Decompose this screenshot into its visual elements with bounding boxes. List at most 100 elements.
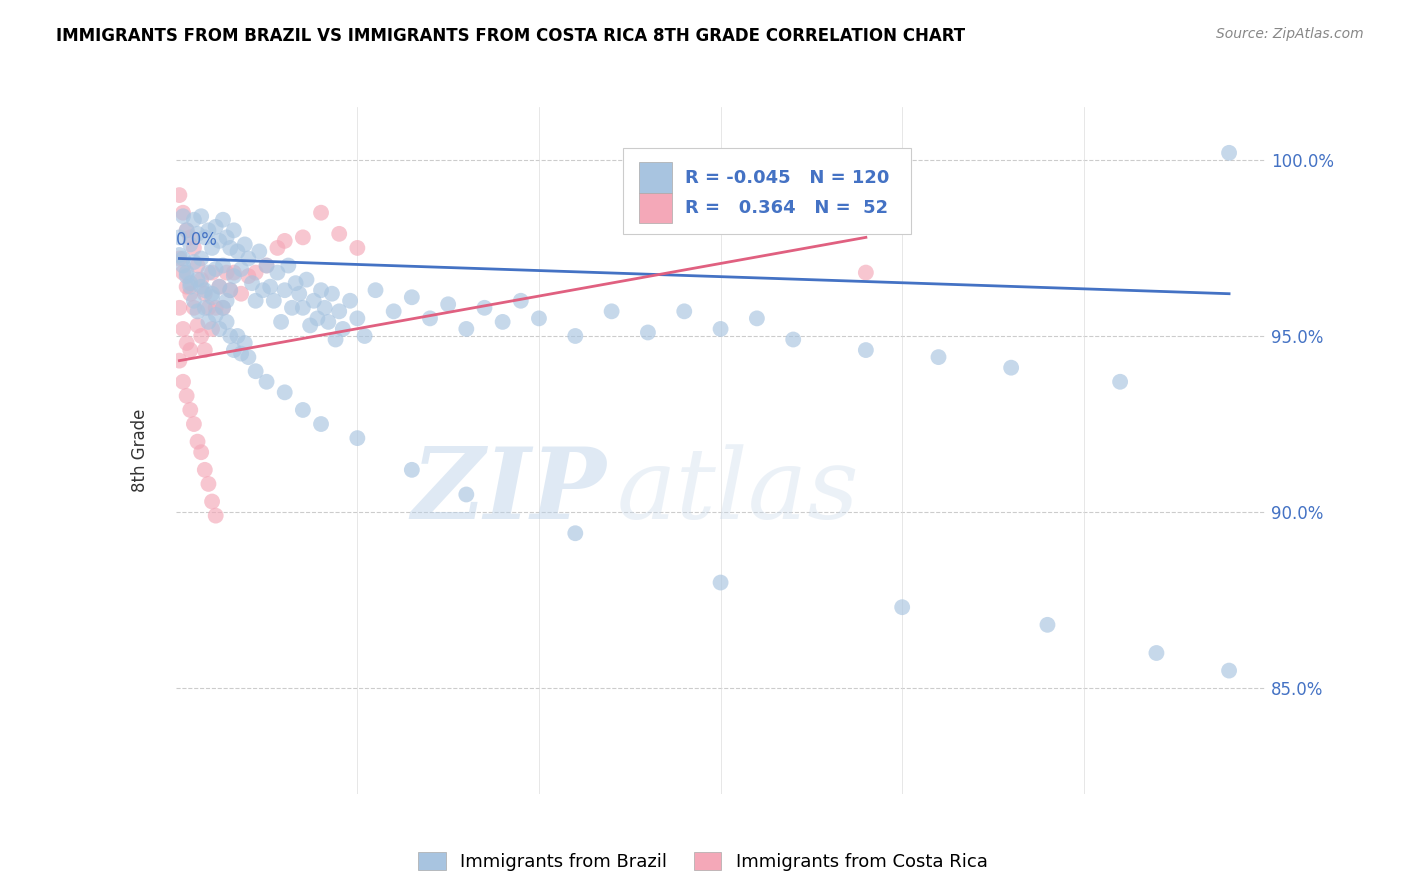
Point: [190, 279, 212, 293]
Text: R =   0.364   N =  52: R = 0.364 N = 52: [685, 199, 887, 217]
Point: [325, 333, 347, 347]
Point: [219, 329, 242, 343]
Point: [208, 322, 231, 336]
Point: [176, 266, 198, 280]
Point: [176, 223, 198, 237]
Point: [172, 266, 194, 280]
Point: [179, 276, 201, 290]
Point: [190, 252, 212, 266]
Point: [212, 301, 235, 315]
Point: [328, 304, 350, 318]
Point: [233, 336, 256, 351]
Point: [509, 293, 531, 308]
Point: [259, 279, 281, 293]
Point: [222, 343, 245, 357]
Point: [176, 269, 198, 284]
Point: [256, 375, 278, 389]
Point: [179, 286, 201, 301]
Point: [600, 304, 623, 318]
Point: [302, 293, 325, 308]
Point: [309, 205, 332, 219]
Point: [1218, 664, 1240, 678]
Point: [186, 272, 209, 286]
Point: [197, 301, 219, 315]
Point: [321, 286, 343, 301]
Point: [274, 234, 297, 248]
Point: [637, 326, 659, 340]
Point: [295, 272, 318, 286]
Point: [1218, 145, 1240, 160]
Point: [172, 209, 194, 223]
Point: [1109, 375, 1132, 389]
Text: ZIP: ZIP: [411, 443, 606, 540]
Point: [745, 311, 768, 326]
Point: [204, 308, 226, 322]
Point: [277, 259, 299, 273]
Point: [266, 266, 288, 280]
Point: [208, 234, 231, 248]
Point: [245, 293, 267, 308]
Point: [172, 205, 194, 219]
Point: [226, 329, 249, 343]
Point: [231, 286, 253, 301]
Bar: [638, 162, 672, 194]
Point: [219, 283, 242, 297]
Point: [291, 403, 314, 417]
Text: Source: ZipAtlas.com: Source: ZipAtlas.com: [1216, 27, 1364, 41]
Point: [201, 322, 224, 336]
Point: [222, 266, 245, 280]
Text: 8th Grade: 8th Grade: [131, 409, 149, 492]
Point: [288, 286, 311, 301]
Point: [183, 212, 205, 227]
Point: [328, 227, 350, 241]
Point: [281, 301, 304, 315]
Point: [353, 329, 375, 343]
Point: [419, 311, 441, 326]
Point: [169, 248, 191, 262]
Point: [299, 318, 322, 333]
Point: [263, 293, 285, 308]
Point: [274, 283, 297, 297]
Point: [219, 241, 242, 255]
Point: [190, 209, 212, 223]
Point: [201, 266, 224, 280]
Point: [284, 276, 307, 290]
Point: [307, 311, 329, 326]
Point: [197, 315, 219, 329]
Point: [169, 188, 191, 202]
Point: [527, 311, 550, 326]
Point: [169, 252, 191, 266]
Point: [266, 241, 288, 255]
Point: [204, 262, 226, 277]
Point: [252, 283, 274, 297]
Point: [183, 293, 205, 308]
Point: [233, 237, 256, 252]
Point: [204, 219, 226, 234]
Point: [222, 223, 245, 237]
Bar: [638, 193, 672, 224]
Point: [247, 244, 270, 259]
Point: [208, 279, 231, 293]
Point: [172, 259, 194, 273]
Point: [314, 301, 336, 315]
Point: [176, 223, 198, 237]
Point: [437, 297, 460, 311]
Point: [190, 329, 212, 343]
Point: [219, 283, 242, 297]
Point: [215, 293, 238, 308]
Text: atlas: atlas: [617, 444, 860, 540]
Point: [364, 283, 387, 297]
Point: [197, 477, 219, 491]
Point: [212, 301, 235, 315]
Point: [179, 279, 201, 293]
FancyBboxPatch shape: [623, 148, 911, 234]
Point: [212, 259, 235, 273]
Point: [309, 417, 332, 431]
Point: [197, 266, 219, 280]
Point: [238, 252, 260, 266]
Point: [456, 322, 478, 336]
Point: [201, 241, 224, 255]
Point: [256, 259, 278, 273]
Point: [401, 290, 423, 304]
Point: [169, 353, 191, 368]
